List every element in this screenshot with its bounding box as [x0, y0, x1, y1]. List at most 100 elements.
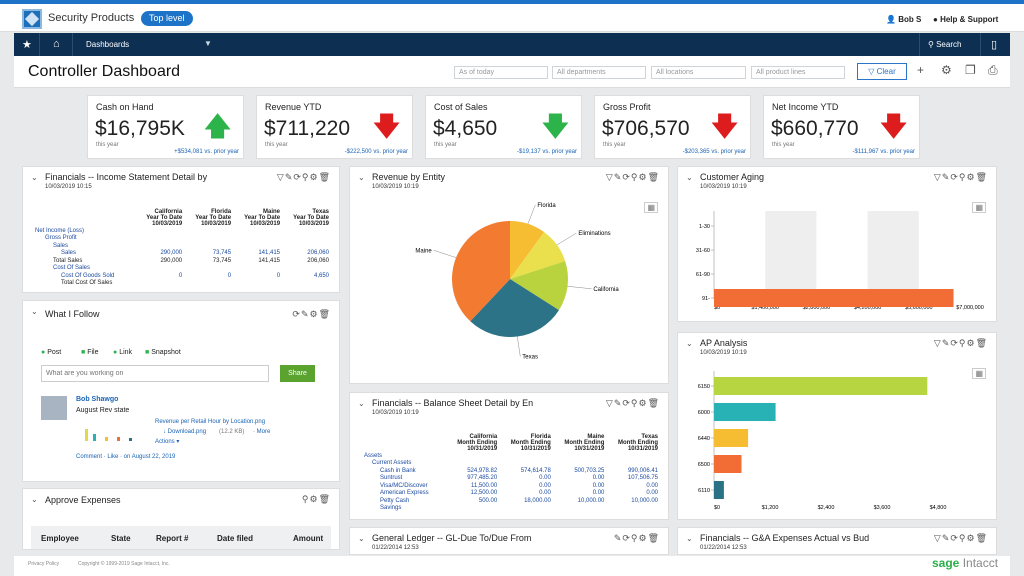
- panel-date: 10/03/2019 10:19: [372, 184, 419, 190]
- help-support-link[interactable]: ● Help & Support: [933, 15, 998, 24]
- chevron-down-icon[interactable]: ⌄: [31, 173, 38, 182]
- kpi-card-net-income[interactable]: Net Income YTD $660,770 this year -$111,…: [763, 95, 920, 159]
- privacy-link[interactable]: Privacy Policy: [28, 561, 60, 567]
- pie-slice: [470, 279, 559, 337]
- as-of-filter[interactable]: As of today: [454, 66, 548, 79]
- export-icon[interactable]: ▦: [972, 202, 986, 213]
- panel-date: 01/22/2014 12:53: [372, 545, 419, 551]
- table-row: American Express 12,500.00 0.00 0.00 0.00: [380, 490, 658, 497]
- table-row: Cost Of Goods Sold 0 0 0 4,650: [61, 272, 329, 279]
- pie-slice: [510, 261, 568, 311]
- file-size: (12.2 KB): [219, 429, 245, 435]
- chevron-down-icon[interactable]: ⌄: [31, 495, 38, 504]
- table-row: Visa/MC/Discover 11,500.00 0.00 0.00 0.00: [380, 482, 658, 489]
- kpi-card-gross-profit[interactable]: Gross Profit $706,570 this year -$203,36…: [594, 95, 751, 159]
- star-icon[interactable]: ★: [22, 39, 32, 51]
- dashboards-menu[interactable]: Dashboards: [86, 40, 130, 49]
- post-tab[interactable]: ● Post: [41, 349, 62, 356]
- more-link[interactable]: · More: [253, 429, 271, 435]
- chevron-down-icon[interactable]: ⌄: [686, 173, 693, 182]
- column-header[interactable]: Date filed: [217, 534, 254, 543]
- bookmark-icon[interactable]: ▯: [991, 39, 998, 51]
- nav-divider: [919, 33, 920, 56]
- kpi-value: $16,795K: [95, 117, 185, 140]
- chevron-down-icon[interactable]: ⌄: [358, 534, 365, 543]
- column-header[interactable]: State: [111, 534, 131, 543]
- chevron-down-icon[interactable]: ⌄: [358, 399, 365, 408]
- company-logo[interactable]: [22, 9, 42, 29]
- bar: [714, 429, 749, 447]
- customer-aging-panel: ⌄ Customer Aging 10/03/2019 10:19 ▽✎⟳⚲⚙🗑…: [677, 166, 997, 322]
- kpi-card-cash[interactable]: Cash on Hand $16,795K this year +$534,08…: [87, 95, 244, 159]
- search-button[interactable]: ⚲ Search: [928, 40, 961, 49]
- chevron-down-icon[interactable]: ⌄: [358, 173, 365, 182]
- chevron-down-icon[interactable]: ⌄: [31, 307, 38, 316]
- column-header[interactable]: Employee: [41, 534, 79, 543]
- kpi-title: Net Income YTD: [772, 102, 839, 112]
- download-link[interactable]: ↓ Download.png: [163, 429, 207, 435]
- kpi-period: this year: [772, 142, 795, 148]
- kpi-period: this year: [434, 142, 457, 148]
- actions-menu[interactable]: Actions ▾: [155, 439, 180, 445]
- export-icon[interactable]: ▦: [644, 202, 658, 213]
- panel-tools[interactable]: ▽✎⟳⚲⚙🗑: [933, 172, 988, 182]
- nav-bar: ★ ⌂ Dashboards ▼ ⚲ Search ▯: [14, 33, 1010, 56]
- add-icon[interactable]: +: [917, 63, 925, 77]
- panel-tools[interactable]: ⟳✎⚙🗑: [292, 309, 331, 319]
- home-icon[interactable]: ⌂: [53, 38, 60, 50]
- kpi-card-revenue[interactable]: Revenue YTD $711,220 this year -$222,500…: [256, 95, 413, 159]
- kpi-delta: -$19,137 vs. prior year: [516, 149, 577, 155]
- chevron-down-icon[interactable]: ⌄: [686, 534, 693, 543]
- panel-tools[interactable]: ⚲⚙🗑: [301, 494, 331, 504]
- kpi-card-cost-of-sales[interactable]: Cost of Sales $4,650 this year -$19,137 …: [425, 95, 582, 159]
- departments-filter[interactable]: All departments: [552, 66, 646, 79]
- post-input[interactable]: [41, 365, 269, 382]
- share-button[interactable]: Share: [280, 365, 315, 382]
- search-icon: ⚲: [928, 40, 934, 49]
- table-row: Suntrust 977,485.20 0.00 0.00 107,506.75: [380, 475, 658, 482]
- panel-title: What I Follow: [45, 309, 100, 319]
- help-label: Help & Support: [940, 15, 999, 24]
- kpi-value: $660,770: [771, 117, 859, 140]
- panel-tools[interactable]: ✎⟳⚲⚙🗑: [613, 533, 660, 543]
- user-menu[interactable]: 👤 Bob S: [886, 15, 922, 24]
- attachment-thumbnail[interactable]: [81, 423, 151, 443]
- kpi-value: $4,650: [433, 117, 498, 140]
- panel-tools[interactable]: ▽✎⟳⚲⚙🗑: [605, 398, 660, 408]
- x-tick-label: $3,600: [874, 505, 891, 511]
- product-lines-filter[interactable]: All product lines: [751, 66, 845, 79]
- copy-icon[interactable]: ❐: [965, 63, 976, 77]
- y-tick-label: 6440: [698, 436, 710, 442]
- link-tab[interactable]: ● Link: [113, 349, 133, 356]
- kpi-title: Gross Profit: [603, 102, 651, 112]
- ap-analysis-panel: ⌄ AP Analysis 10/03/2019 10:19 ▽✎⟳⚲⚙🗑 ▦ …: [677, 332, 997, 520]
- column-header[interactable]: Report #: [156, 534, 189, 543]
- panel-tools[interactable]: ▽✎⟳⚲⚙🗑: [605, 172, 660, 182]
- column-header[interactable]: Amount: [293, 534, 324, 543]
- export-icon[interactable]: ▦: [972, 368, 986, 379]
- print-icon[interactable]: ⎙: [988, 63, 998, 77]
- file-tab[interactable]: ■ File: [81, 349, 99, 356]
- x-tick-label: $5,600,000: [905, 305, 933, 311]
- chevron-down-icon[interactable]: ⌄: [686, 339, 693, 348]
- sage-intacct-logo: sage Intacct: [932, 556, 999, 570]
- locations-filter[interactable]: All locations: [651, 66, 746, 79]
- panel-tools[interactable]: ▽✎⟳⚲⚙🗑: [933, 533, 988, 543]
- attachment-link[interactable]: Revenue per Retail Hour by Location.png: [155, 419, 266, 425]
- panel-date: 10/03/2019 10:19: [700, 350, 747, 356]
- top-level-badge[interactable]: Top level: [141, 11, 193, 26]
- panel-tools[interactable]: ▽✎⟳⚲⚙🗑: [933, 338, 988, 348]
- panel-tools[interactable]: ▽✎⟳⚲⚙🗑: [276, 172, 331, 182]
- post-meta[interactable]: Comment · Like · on August 22, 2019: [76, 454, 176, 460]
- y-tick-label: 31-60: [696, 248, 710, 254]
- snapshot-tab[interactable]: ■ Snapshot: [145, 349, 181, 356]
- table-row: Net Income (Loss): [35, 227, 85, 234]
- gear-icon[interactable]: ⚙: [941, 63, 952, 77]
- kpi-period: this year: [265, 142, 288, 148]
- kpi-title: Revenue YTD: [265, 102, 322, 112]
- app-title: Security Products: [48, 12, 135, 24]
- x-tick-label: $2,400: [818, 505, 835, 511]
- chevron-down-icon[interactable]: ▼: [204, 39, 212, 48]
- post-author[interactable]: Bob Shawgo: [76, 396, 119, 403]
- clear-filters-button[interactable]: ▽ Clear: [857, 63, 907, 80]
